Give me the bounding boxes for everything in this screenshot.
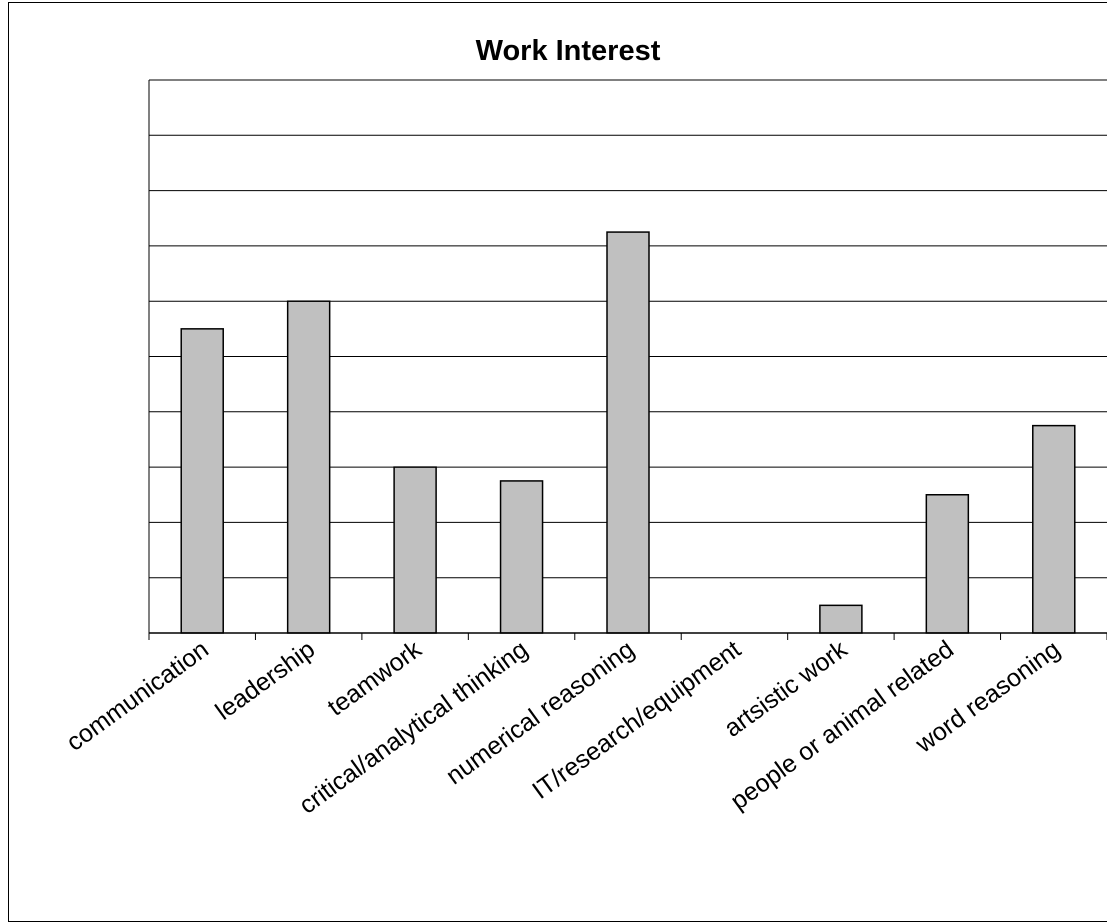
bar-0 xyxy=(180,328,224,634)
x-tick-label: IT/research/equipment xyxy=(527,635,746,805)
bar-2 xyxy=(393,466,437,634)
bar-4 xyxy=(606,231,650,634)
bar-1 xyxy=(286,300,331,634)
chart-title: Work Interest xyxy=(476,35,661,67)
bar-7 xyxy=(925,494,970,634)
bar-3 xyxy=(499,480,544,634)
x-axis xyxy=(148,632,1107,640)
x-tick-label: communication xyxy=(61,635,213,756)
x-tick-label: leadership xyxy=(210,635,320,725)
x-tick-label: numerical reasoning xyxy=(441,635,640,790)
bars xyxy=(180,231,1076,634)
x-tick-label: teamwork xyxy=(323,635,428,722)
bar-6 xyxy=(819,604,863,634)
bar-8 xyxy=(1032,424,1076,634)
